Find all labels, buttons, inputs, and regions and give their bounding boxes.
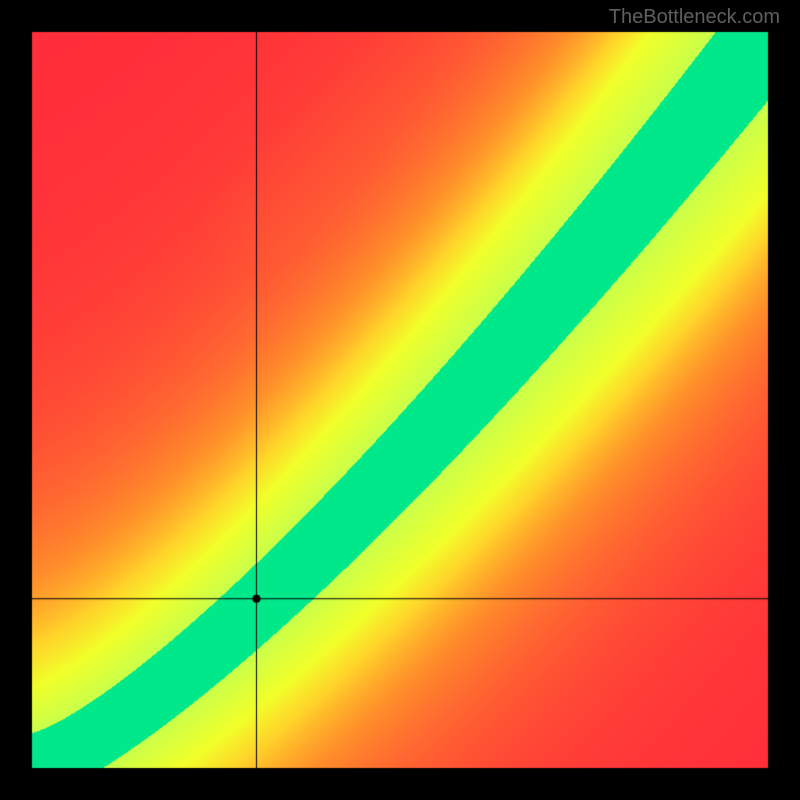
chart-container: TheBottleneck.com [0,0,800,800]
watermark-text: TheBottleneck.com [609,6,780,29]
heatmap-canvas [0,0,800,800]
